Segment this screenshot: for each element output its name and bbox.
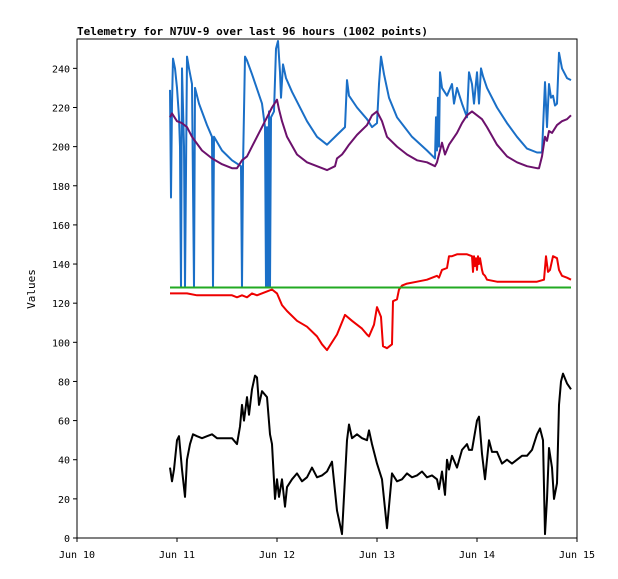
x-tick-label: Jun 13	[359, 550, 395, 561]
y-tick-label: 240	[52, 64, 70, 75]
y-tick-label: 40	[58, 456, 70, 467]
chart-title: Telemetry for N7UV-9 over last 96 hours …	[77, 25, 428, 38]
y-axis-ticks: 0 20 40 60 80 100 120 140 160 180 200 220 240	[52, 64, 77, 545]
x-tick-label: Jun 10	[59, 550, 95, 561]
y-axis-label: Values	[25, 269, 38, 309]
y-tick-label: 120	[52, 299, 70, 310]
series-line-2	[169, 98, 572, 172]
x-tick-label: Jun 11	[159, 550, 195, 561]
y-tick-label: 100	[52, 338, 70, 349]
x-tick-label: Jun 14	[459, 550, 495, 561]
y-tick-label: 0	[64, 534, 70, 545]
y-tick-label: 60	[58, 417, 70, 428]
series-line-5	[169, 372, 572, 536]
y-tick-label: 80	[58, 377, 70, 388]
y-tick-label: 220	[52, 103, 70, 114]
y-tick-label: 20	[58, 495, 70, 506]
x-tick-label: Jun 15	[559, 550, 595, 561]
y-tick-label: 140	[52, 260, 70, 271]
y-tick-label: 180	[52, 182, 70, 193]
y-tick-label: 200	[52, 143, 70, 154]
x-axis-ticks: Jun 10 Jun 11 Jun 12 Jun 13 Jun 14 Jun 15	[59, 538, 595, 561]
x-tick-label: Jun 12	[259, 550, 295, 561]
series-line-1	[169, 40, 572, 289]
y-tick-label: 160	[52, 221, 70, 232]
series-layer	[169, 40, 572, 536]
series-line-3	[170, 253, 572, 352]
